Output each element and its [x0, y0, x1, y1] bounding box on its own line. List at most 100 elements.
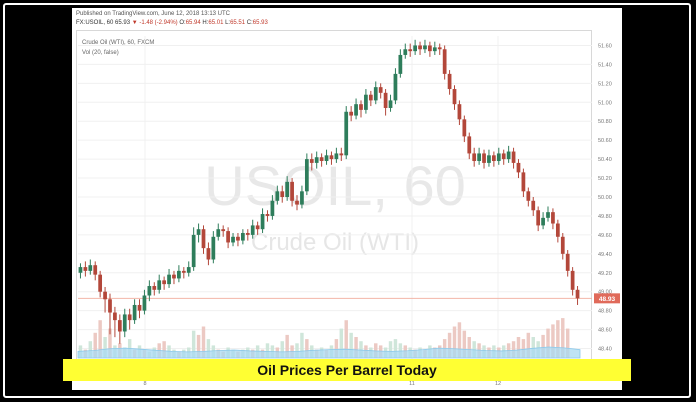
candle-body — [152, 286, 157, 290]
open-value: 65.94 — [185, 20, 201, 26]
candle-body — [226, 231, 230, 243]
candle-body — [447, 73, 452, 90]
high-value: 65.01 — [208, 20, 224, 26]
close-label: C: — [246, 20, 253, 26]
x-tick-label: 8 — [143, 381, 146, 387]
candle-body — [521, 172, 526, 192]
candle-body — [270, 200, 275, 216]
candle-body — [295, 200, 299, 205]
y-tick-label: 50.60 — [598, 138, 612, 144]
candle-body — [117, 320, 122, 332]
volume-bar — [191, 330, 196, 358]
volume-bar — [462, 330, 467, 358]
candle-body — [531, 200, 536, 211]
candle-body — [413, 45, 417, 52]
volume-bar — [108, 328, 112, 358]
candle-body — [132, 304, 137, 321]
caption-banner: Oil Prices Per Barrel Today — [63, 359, 631, 381]
candle-body — [511, 151, 516, 163]
y-tick-label: 49.80 — [598, 214, 612, 220]
candle-body — [373, 87, 378, 101]
volume-bar — [467, 337, 471, 358]
open-label: O: — [179, 20, 186, 26]
candle-body — [127, 314, 132, 321]
candle-body — [555, 223, 560, 237]
candle-body — [300, 191, 304, 205]
candle-body — [98, 274, 103, 292]
candle-body — [546, 212, 550, 218]
candle-body — [560, 236, 565, 254]
candle-body — [260, 214, 265, 230]
volume-bar — [511, 341, 516, 358]
volume-bar — [354, 337, 358, 358]
candle-body — [88, 265, 93, 271]
candle-body — [378, 87, 383, 93]
candle-body — [452, 89, 457, 105]
candle-body — [492, 155, 496, 162]
price-tag-label: 48.93 — [599, 296, 616, 303]
volume-bar — [551, 324, 555, 358]
candle-body — [418, 45, 422, 50]
volume-bar — [393, 339, 398, 358]
candle-body — [191, 234, 196, 268]
volume-bar — [88, 341, 93, 358]
watermark-name: Crude Oil (WTI) — [251, 229, 419, 256]
y-tick-label: 48.40 — [598, 347, 612, 353]
volume-bar — [280, 341, 284, 358]
volume-bar — [452, 326, 457, 358]
candle-body — [403, 49, 408, 55]
volume-bar — [295, 343, 299, 358]
volume-bar — [565, 328, 570, 358]
candle-body — [309, 159, 314, 163]
candle-body — [496, 153, 501, 162]
volume-bar — [162, 341, 166, 358]
volume-bar — [546, 328, 550, 358]
volume-bar — [541, 334, 545, 358]
candle-body — [280, 191, 285, 197]
volume-bar — [344, 320, 348, 358]
candle-body — [162, 280, 166, 285]
candle-body — [314, 157, 319, 163]
y-tick-label: 49.20 — [598, 271, 612, 277]
low-label: L: — [225, 20, 231, 26]
candle-body — [339, 153, 344, 156]
candle-body — [344, 111, 349, 156]
volume-bar — [265, 343, 270, 358]
candle-body — [137, 304, 142, 311]
candle-body — [541, 217, 545, 226]
candle-body — [359, 104, 363, 110]
candle-body — [206, 248, 211, 260]
y-tick-label: 48.80 — [598, 309, 612, 315]
candle-body — [93, 265, 98, 275]
high-label: H: — [202, 20, 209, 26]
y-tick-label: 49.40 — [598, 252, 612, 258]
volume-bar — [103, 337, 107, 358]
volume-bar — [98, 320, 102, 358]
candle-body — [408, 49, 413, 52]
volume-bar — [531, 337, 535, 358]
candle-body — [290, 181, 294, 201]
volume-bar — [561, 318, 565, 358]
candle-body — [462, 119, 467, 137]
candle-body — [457, 104, 462, 120]
candle-body — [329, 155, 334, 160]
candle-body — [334, 153, 339, 160]
candle-body — [201, 229, 206, 249]
candle-body — [221, 229, 226, 232]
y-tick-label: 49.00 — [598, 290, 612, 296]
x-tick-label: 11 — [409, 381, 415, 387]
published-line: Published on TradingView.com, June 12, 2… — [76, 11, 230, 17]
candle-body — [393, 73, 398, 101]
volume-bar — [349, 332, 353, 358]
volume-bar — [516, 337, 521, 358]
candle-body — [324, 155, 329, 162]
candle-body — [186, 267, 191, 273]
volume-bar — [201, 326, 206, 358]
low-value: 65.51 — [230, 20, 246, 26]
candle-body — [398, 54, 403, 74]
candle-body — [147, 286, 152, 296]
candle-body — [157, 280, 162, 290]
x-tick-label: 12 — [495, 381, 501, 387]
candle-body — [142, 295, 147, 311]
